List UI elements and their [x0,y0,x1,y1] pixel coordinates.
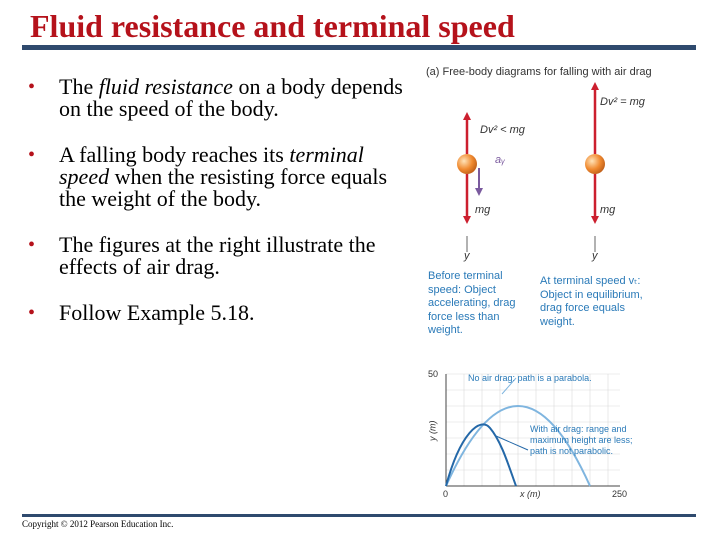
footer-rule [22,514,696,517]
axis-label-right: y [592,250,598,262]
x-tick-0: 0 [443,489,449,499]
falling-body-left [457,154,477,174]
no-drag-note: No air drag: path is a parabola. [468,373,592,383]
bullet-text: on a body depends on the speed of the bo… [59,74,403,121]
caption-line: Before terminal [428,270,503,282]
caption-line: force less than [428,310,500,323]
bullet-text: A falling body reaches its [59,142,290,167]
bullet-emphasis: fluid resistance [98,74,233,99]
plot-grid [446,373,620,486]
x-tick-250: 250 [612,489,628,499]
caption-line: accelerating, drag [428,297,516,309]
drag-label-left: Dv² < mg [480,124,525,136]
axis-label-left: y [464,250,470,262]
caption-line: weight. [428,324,463,336]
bullet-dot: • [28,234,36,256]
bullet-text: The [59,74,99,99]
caption-line: At terminal speed vₜ: [540,275,641,287]
caption-line: drag force equals [540,302,625,314]
no-drag-pointer [501,377,517,395]
bullet-emphasis: terminal speed [59,142,364,189]
bullet-dot: • [28,302,36,324]
caption-at-terminal: At terminal speed vₜ: Object in equilibr… [540,275,643,329]
bullet-item: • The figures at the right illustrate the… [28,234,408,278]
figure-a-heading: (a) Free-body diagrams for falling with … [426,66,652,78]
bullet-dot: • [28,76,36,98]
drag-note-line: With air drag: range and [530,424,627,434]
bullet-text: when the resisting force equals the weig… [59,164,388,211]
caption-line: weight. [540,315,575,328]
falling-body-right [585,154,605,174]
copyright-notice: Copyright © 2012 Pearson Education Inc. [22,519,174,529]
drag-path [445,423,517,487]
bullet-item: • Follow Example 5.18. [28,300,408,325]
y-tick-50: 50 [428,369,439,379]
acceleration-label: aᵧ [495,154,506,166]
weight-label-left: mg [475,204,491,216]
trajectory-figure: 50 y (m) 0 x (m) 250 No air drag: path i… [420,362,660,502]
bullet-text: Follow Example 5.18. [59,300,255,325]
drag-note-line: maximum height are less; [530,435,633,445]
slide-title: Fluid resistance and terminal speed [30,8,515,44]
drag-label-right: Dv² = mg [600,96,645,108]
drag-note: With air drag: range and maximum height … [530,424,633,457]
bullet-item: • A falling body reaches its terminal spe… [28,144,408,210]
title-underline [22,45,696,50]
caption-line: speed: Object [428,283,496,296]
no-drag-path [445,405,591,487]
caption-line: Object in equilibrium, [540,288,643,301]
bullet-text: The figures at the right illustrate the … [59,232,376,279]
weight-label-right: mg [600,204,616,216]
drag-note-line: path is not parabolic. [530,446,614,456]
bullet-dot: • [28,144,36,166]
x-axis-label: x (m) [520,489,541,499]
y-axis-label: y (m) [427,420,438,442]
bullet-item: • The fluid resistance on a body depends … [28,76,408,120]
drag-pointer [495,435,529,451]
free-body-figure: (a) Free-body diagrams for falling with … [420,62,660,348]
bullet-list: • The fluid resistance on a body depends … [28,76,408,348]
free-body-diagrams [457,82,605,252]
caption-before-terminal: Before terminal speed: Object accelerati… [428,270,515,338]
trajectory-plot [445,373,620,487]
